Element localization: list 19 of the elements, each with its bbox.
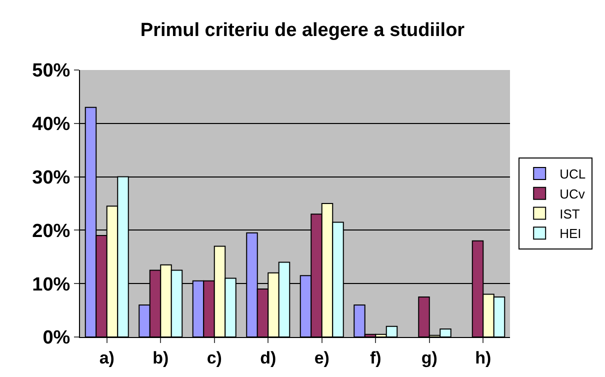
y-tick-label: 40% [32,114,70,136]
x-tick-label: a) [99,348,114,368]
y-tick-label: 20% [32,220,70,242]
y-tick-label: 10% [32,274,70,296]
x-tick-label: d) [260,348,276,368]
legend-label: IST [560,206,580,222]
y-tick-label: 0% [42,328,70,349]
y-tick-label: 50% [32,60,70,82]
x-tick-label: h) [475,348,492,368]
legend-label: UCL [560,166,586,182]
x-tick-label: f) [370,348,382,368]
x-tick-label: e) [314,348,330,368]
x-tick-label: c) [206,348,222,368]
x-tick-label: g) [421,348,438,368]
chart-title: Primul criteriu de alegere a studiilor [140,20,466,41]
y-tick-label: 30% [32,167,70,188]
legend-label: UCv [560,186,586,202]
x-tick-label: b) [152,348,169,368]
legend-label: HEI [560,226,582,242]
